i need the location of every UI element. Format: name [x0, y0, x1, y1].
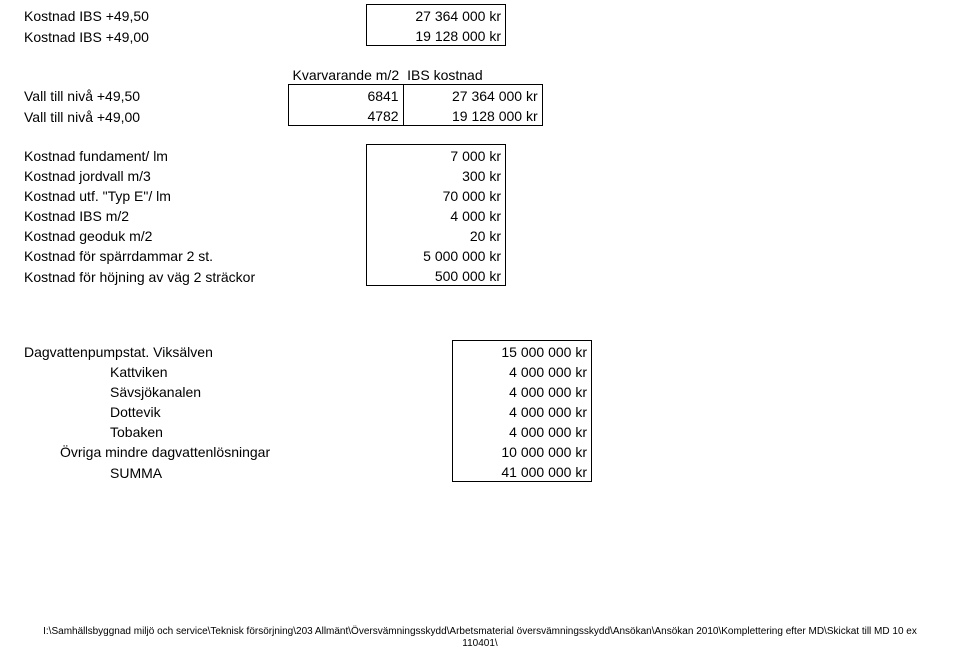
- cell-label: Tobaken: [20, 421, 374, 441]
- cell-value: 41 000 000 kr: [453, 461, 592, 482]
- footer-line1: I:\Samhällsbyggnad miljö och service\Tek…: [43, 626, 917, 637]
- table-row: Kostnad utf. "Typ E"/ lm 70 000 kr: [20, 185, 506, 205]
- cell-value: 15 000 000 kr: [453, 341, 592, 362]
- cell-label: Kostnad fundament/ lm: [20, 145, 288, 166]
- cell-header-val: IBS kostnad: [403, 64, 542, 85]
- cell-label: Dottevik: [20, 401, 374, 421]
- table-row: Kostnad för spärrdammar 2 st. 5 000 000 …: [20, 245, 506, 265]
- cell-label: Vall till nivå +49,00: [20, 105, 289, 126]
- cell-value: 4 000 000 kr: [453, 401, 592, 421]
- cell-label: Övriga mindre dagvattenlösningar: [20, 441, 374, 461]
- table-row: Kostnad IBS +49,50 27 364 000 kr: [20, 5, 506, 26]
- cell-value: 27 364 000 kr: [403, 85, 542, 106]
- block4-table: Dagvattenpumpstat. Viksälven 15 000 000 …: [20, 340, 592, 482]
- cell-label: Kostnad utf. "Typ E"/ lm: [20, 185, 288, 205]
- cell-mid: [288, 265, 367, 286]
- cell-value: 19 128 000 kr: [403, 105, 542, 126]
- cell-label: Kostnad geoduk m/2: [20, 225, 288, 245]
- cell-header-mid: Kvarvarande m/2: [289, 64, 404, 85]
- cell-mid: [288, 145, 367, 166]
- cell-value: 5 000 000 kr: [367, 245, 506, 265]
- table-row: Kostnad jordvall m/3 300 kr: [20, 165, 506, 185]
- footer: I:\Samhällsbyggnad miljö och service\Tek…: [0, 626, 960, 650]
- spacer: [20, 46, 940, 64]
- block1-table: Kostnad IBS +49,50 27 364 000 kr Kostnad…: [20, 4, 506, 46]
- cell-value: 19 128 000 kr: [367, 25, 506, 46]
- cell-label: Dagvattenpumpstat. Viksälven: [20, 341, 374, 362]
- cell-value: 500 000 kr: [367, 265, 506, 286]
- cell-mid: [288, 245, 367, 265]
- cell-label: Kostnad IBS +49,50: [20, 5, 288, 26]
- table-row: Övriga mindre dagvattenlösningar 10 000 …: [20, 441, 592, 461]
- cell-value: 20 kr: [367, 225, 506, 245]
- cell-label: Kostnad för spärrdammar 2 st.: [20, 245, 288, 265]
- cell-value: 10 000 000 kr: [453, 441, 592, 461]
- cell-label: Sävsjökanalen: [20, 381, 374, 401]
- table-row: Kostnad geoduk m/2 20 kr: [20, 225, 506, 245]
- cell-mid: 6841: [289, 85, 404, 106]
- table-row: Tobaken 4 000 000 kr: [20, 421, 592, 441]
- spacer: [20, 322, 940, 340]
- table-row: Dagvattenpumpstat. Viksälven 15 000 000 …: [20, 341, 592, 362]
- cell-mid: [288, 205, 367, 225]
- cell-mid: [288, 25, 367, 46]
- block2-table: Kvarvarande m/2 IBS kostnad Vall till ni…: [20, 64, 543, 126]
- spacer: [20, 304, 940, 322]
- cell-mid: [374, 381, 453, 401]
- table-header-row: Kvarvarande m/2 IBS kostnad: [20, 64, 542, 85]
- cell-label: Kostnad jordvall m/3: [20, 165, 288, 185]
- table-row: Dottevik 4 000 000 kr: [20, 401, 592, 421]
- cell-empty: [20, 64, 289, 85]
- table-row: Kostnad fundament/ lm 7 000 kr: [20, 145, 506, 166]
- cell-value: 300 kr: [367, 165, 506, 185]
- cell-mid: [288, 165, 367, 185]
- page: Kostnad IBS +49,50 27 364 000 kr Kostnad…: [0, 0, 960, 482]
- table-row: Kostnad IBS +49,00 19 128 000 kr: [20, 25, 506, 46]
- cell-mid: [288, 185, 367, 205]
- cell-mid: 4782: [289, 105, 404, 126]
- cell-mid: [374, 401, 453, 421]
- cell-label: Kattviken: [20, 361, 374, 381]
- cell-value: 27 364 000 kr: [367, 5, 506, 26]
- cell-label: Kostnad IBS m/2: [20, 205, 288, 225]
- cell-label: Kostnad IBS +49,00: [20, 25, 288, 46]
- cell-label: SUMMA: [20, 461, 374, 482]
- cell-value: 4 000 kr: [367, 205, 506, 225]
- cell-value: 4 000 000 kr: [453, 381, 592, 401]
- cell-mid: [288, 225, 367, 245]
- cell-mid: [288, 5, 367, 26]
- table-row: Sävsjökanalen 4 000 000 kr: [20, 381, 592, 401]
- cell-value: 7 000 kr: [367, 145, 506, 166]
- cell-mid: [374, 461, 453, 482]
- cell-value: 70 000 kr: [367, 185, 506, 205]
- footer-line2: 110401\: [462, 638, 497, 649]
- cell-mid: [374, 421, 453, 441]
- cell-label: Kostnad för höjning av väg 2 sträckor: [20, 265, 288, 286]
- spacer: [20, 286, 940, 304]
- table-row: Kostnad IBS m/2 4 000 kr: [20, 205, 506, 225]
- table-row: SUMMA 41 000 000 kr: [20, 461, 592, 482]
- table-row: Vall till nivå +49,50 6841 27 364 000 kr: [20, 85, 542, 106]
- table-row: Vall till nivå +49,00 4782 19 128 000 kr: [20, 105, 542, 126]
- cell-mid: [374, 361, 453, 381]
- table-row: Kattviken 4 000 000 kr: [20, 361, 592, 381]
- spacer: [20, 126, 940, 144]
- table-row: Kostnad för höjning av väg 2 sträckor 50…: [20, 265, 506, 286]
- cell-label: Vall till nivå +49,50: [20, 85, 289, 106]
- cell-value: 4 000 000 kr: [453, 421, 592, 441]
- cell-mid: [374, 341, 453, 362]
- cell-mid: [374, 441, 453, 461]
- block3-table: Kostnad fundament/ lm 7 000 kr Kostnad j…: [20, 144, 506, 286]
- cell-value: 4 000 000 kr: [453, 361, 592, 381]
